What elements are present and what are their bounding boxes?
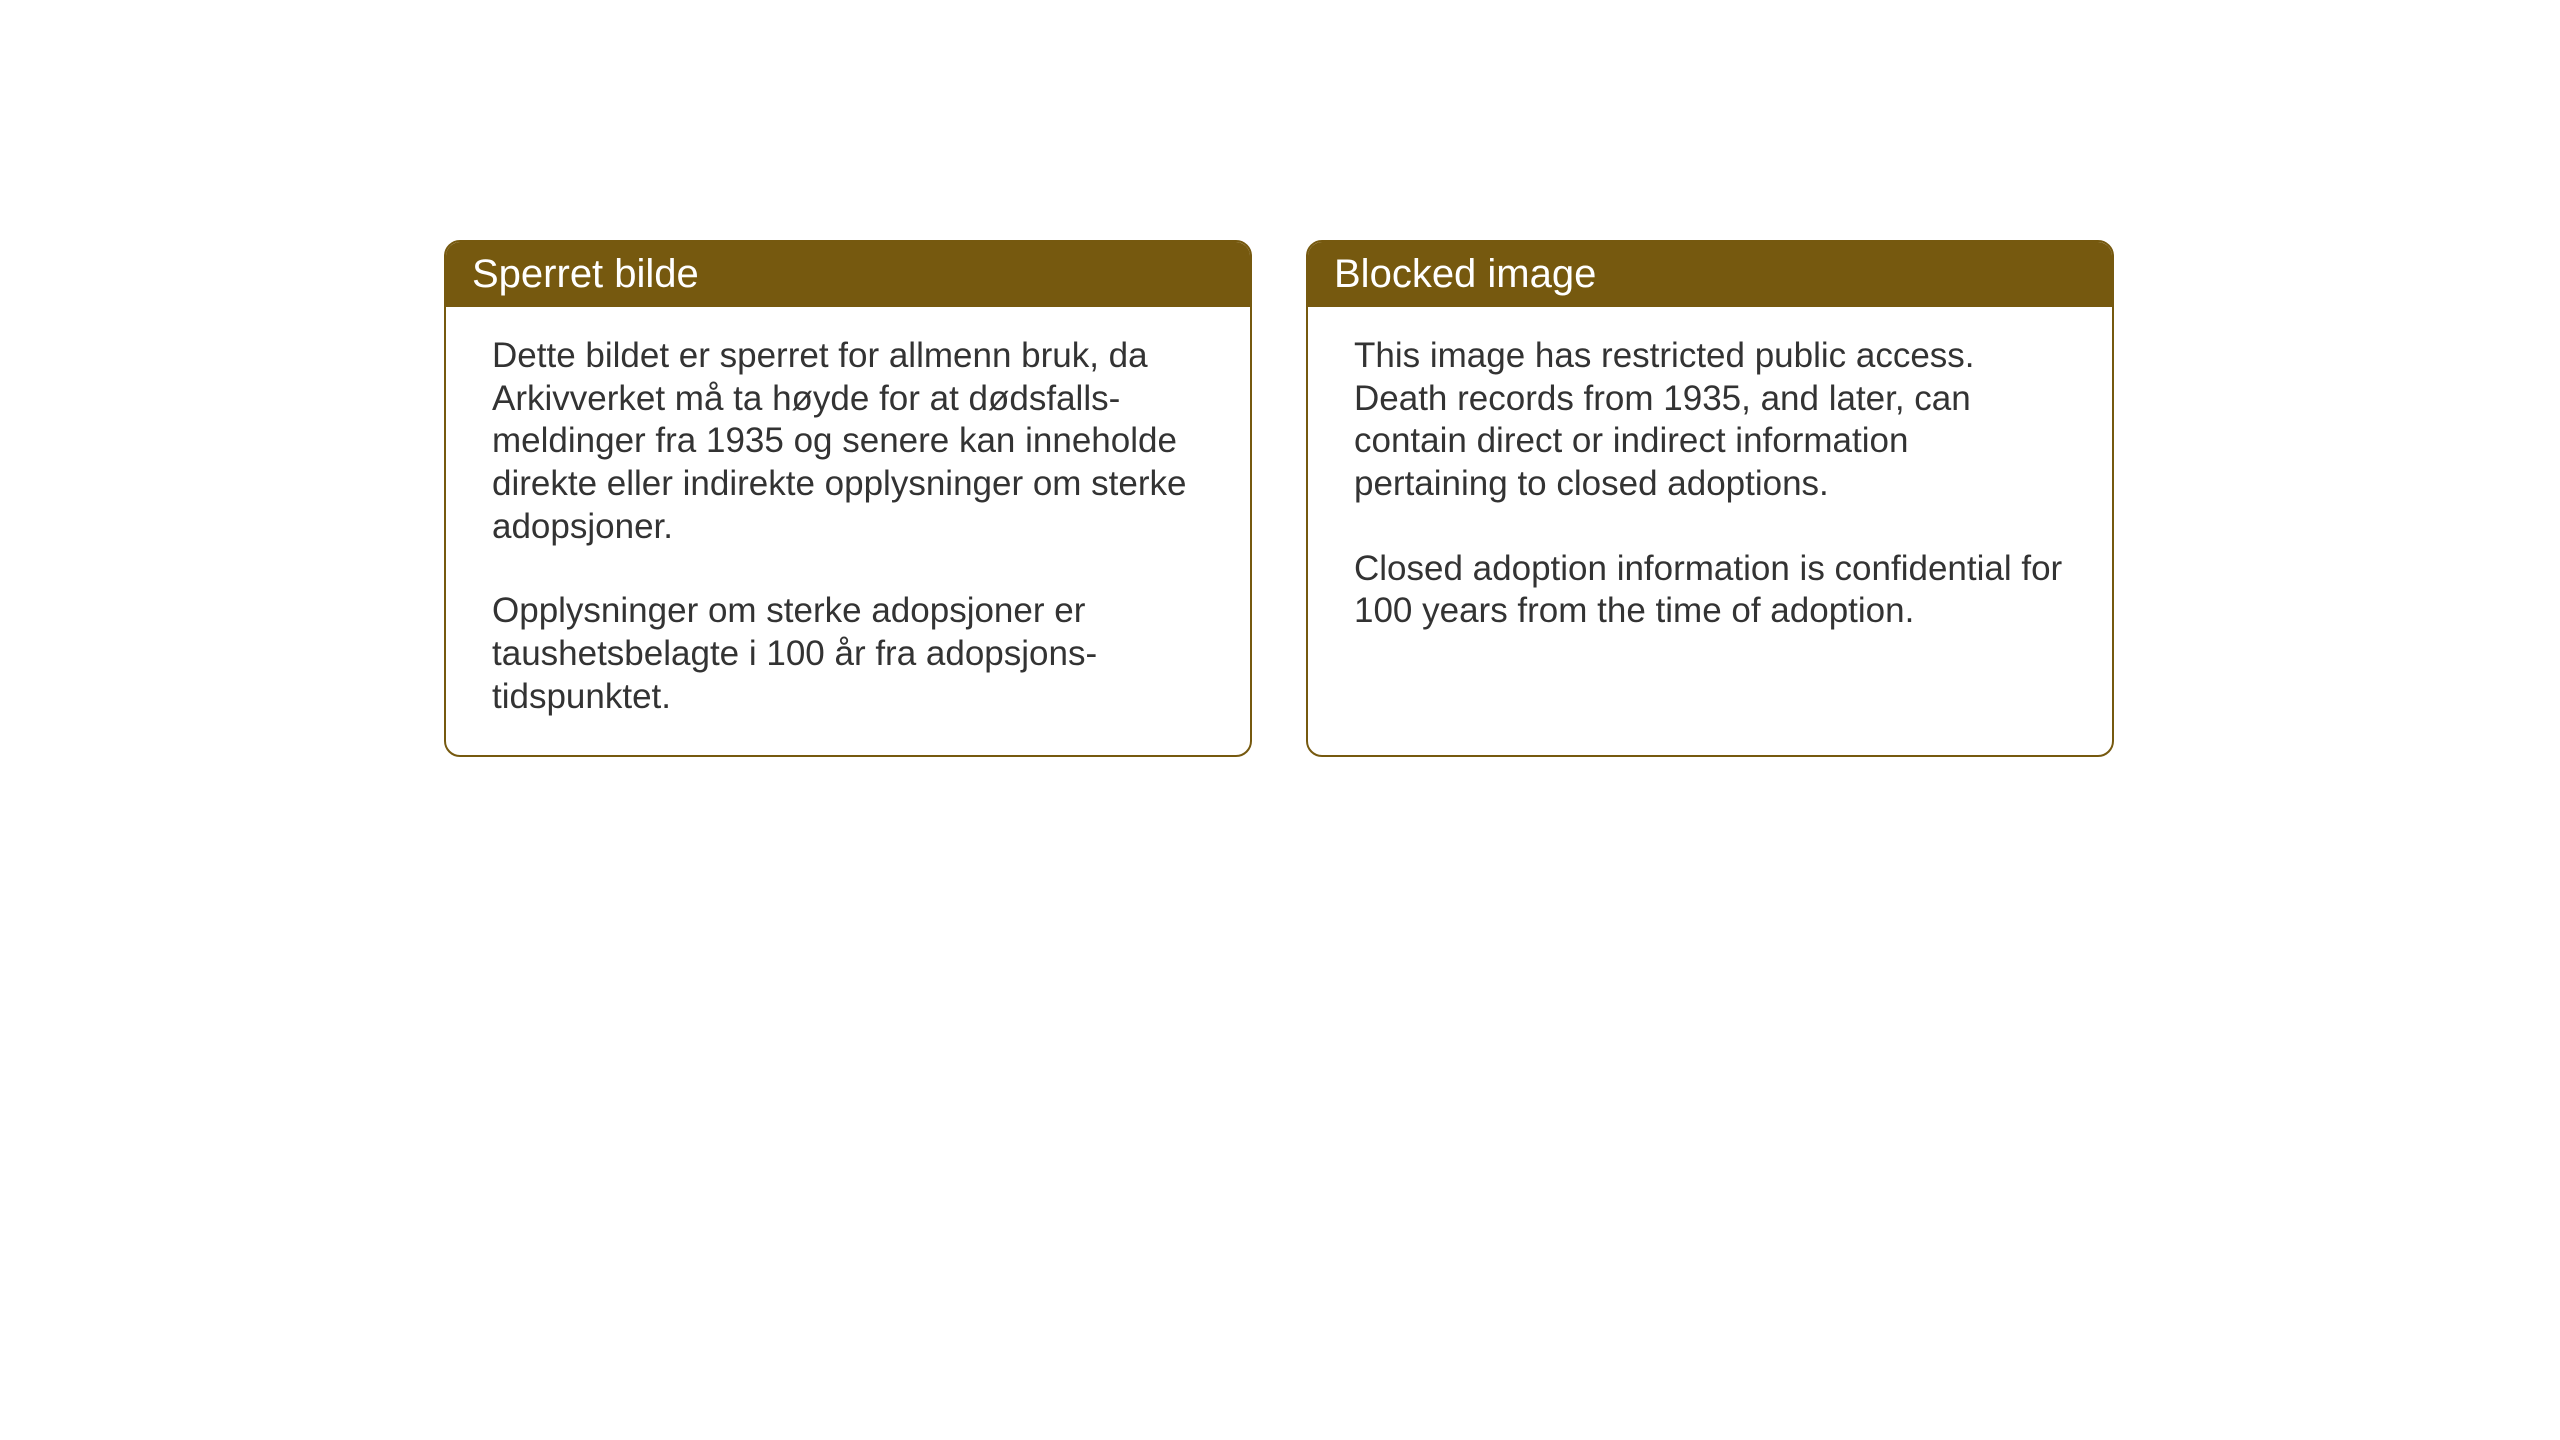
english-paragraph-2: Closed adoption information is confident… xyxy=(1354,548,2066,633)
norwegian-card-header: Sperret bilde xyxy=(446,242,1250,307)
english-paragraph-1: This image has restricted public access.… xyxy=(1354,335,2066,506)
norwegian-paragraph-2: Opplysninger om sterke adopsjoner er tau… xyxy=(492,590,1204,718)
english-card-title: Blocked image xyxy=(1334,252,1596,296)
cards-container: Sperret bilde Dette bildet er sperret fo… xyxy=(444,240,2114,757)
english-card-header: Blocked image xyxy=(1308,242,2112,307)
english-card-body: This image has restricted public access.… xyxy=(1308,307,2112,755)
norwegian-paragraph-1: Dette bildet er sperret for allmenn bruk… xyxy=(492,335,1204,548)
norwegian-card-body: Dette bildet er sperret for allmenn bruk… xyxy=(446,307,1250,755)
norwegian-card-title: Sperret bilde xyxy=(472,252,699,296)
norwegian-card: Sperret bilde Dette bildet er sperret fo… xyxy=(444,240,1252,757)
english-card: Blocked image This image has restricted … xyxy=(1306,240,2114,757)
